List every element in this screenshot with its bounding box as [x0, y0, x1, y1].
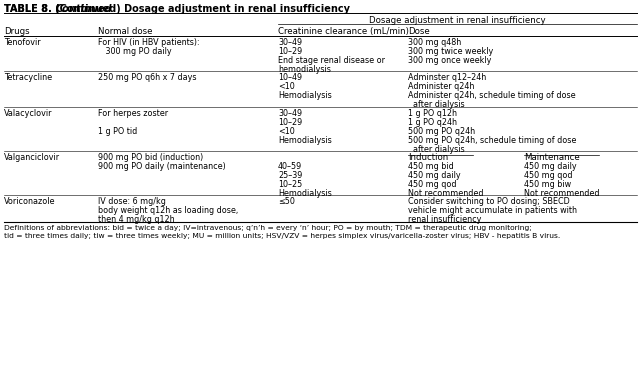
- Text: 900 mg PO daily (maintenance): 900 mg PO daily (maintenance): [98, 162, 226, 171]
- Text: 450 mg daily: 450 mg daily: [408, 171, 461, 180]
- Text: Consider switching to PO dosing; SBECD: Consider switching to PO dosing; SBECD: [408, 197, 570, 206]
- Text: For HIV (in HBV patients):: For HIV (in HBV patients):: [98, 38, 199, 47]
- Text: 450 mg bid: 450 mg bid: [408, 162, 454, 171]
- Text: Maintenance: Maintenance: [524, 153, 579, 162]
- Text: 10–29: 10–29: [278, 47, 303, 56]
- Text: Tenofovir: Tenofovir: [4, 38, 40, 47]
- Text: Administer q24h: Administer q24h: [408, 82, 474, 91]
- Text: <10: <10: [278, 82, 295, 91]
- Text: 900 mg PO bid (induction): 900 mg PO bid (induction): [98, 153, 203, 162]
- Text: 450 mg daily: 450 mg daily: [524, 162, 577, 171]
- Text: Tetracycline: Tetracycline: [4, 73, 52, 82]
- Text: then 4 mg/kg q12h: then 4 mg/kg q12h: [98, 215, 174, 224]
- Text: 300 mg twice weekly: 300 mg twice weekly: [408, 47, 494, 56]
- Text: 300 mg q48h: 300 mg q48h: [408, 38, 462, 47]
- Text: Dosage adjustment in renal insufficiency: Dosage adjustment in renal insufficiency: [369, 16, 546, 25]
- Text: body weight q12h as loading dose,: body weight q12h as loading dose,: [98, 206, 238, 215]
- Text: after dialysis: after dialysis: [408, 145, 465, 154]
- Text: Normal dose: Normal dose: [98, 27, 153, 36]
- Text: TABLE 8. (​Continued​) Dosage adjustment in renal insufficiency: TABLE 8. (​Continued​) Dosage adjustment…: [4, 4, 350, 14]
- Text: Hemodialysis: Hemodialysis: [278, 91, 332, 100]
- Text: ≤50: ≤50: [278, 197, 295, 206]
- Text: Voriconazole: Voriconazole: [4, 197, 56, 206]
- Text: Valganciclovir: Valganciclovir: [4, 153, 60, 162]
- Text: Not recommended: Not recommended: [408, 189, 483, 198]
- Text: 10–29: 10–29: [278, 118, 303, 126]
- Text: Continued: Continued: [56, 4, 113, 14]
- Text: 40–59: 40–59: [278, 162, 303, 171]
- Text: Hemodialysis: Hemodialysis: [278, 189, 332, 198]
- Text: Induction: Induction: [408, 153, 448, 162]
- Text: 450 mg biw: 450 mg biw: [524, 180, 571, 189]
- Text: after dialysis: after dialysis: [408, 100, 465, 109]
- Text: <10: <10: [278, 126, 295, 135]
- Text: 300 mg once weekly: 300 mg once weekly: [408, 56, 492, 65]
- Text: Valacyclovir: Valacyclovir: [4, 109, 53, 118]
- Text: IV dose: 6 mg/kg: IV dose: 6 mg/kg: [98, 197, 166, 206]
- Text: 300 mg PO daily: 300 mg PO daily: [98, 47, 172, 56]
- Text: tid = three times daily; tiw = three times weekly; MU = million units; HSV/VZV =: tid = three times daily; tiw = three tim…: [4, 233, 560, 239]
- Text: Definitions of abbreviations: bid = twice a day; IV=intravenous; q’n’h = every ‘: Definitions of abbreviations: bid = twic…: [4, 225, 532, 231]
- Text: Not recommended: Not recommended: [524, 189, 599, 198]
- Text: vehicle might accumulate in patients with: vehicle might accumulate in patients wit…: [408, 206, 577, 215]
- Text: 1 g PO q24h: 1 g PO q24h: [408, 118, 457, 126]
- Text: 500 mg PO q24h: 500 mg PO q24h: [408, 126, 475, 135]
- Text: End stage renal disease or: End stage renal disease or: [278, 56, 385, 65]
- Text: hemodialysis: hemodialysis: [278, 65, 331, 74]
- Text: 450 mg qod: 450 mg qod: [408, 180, 456, 189]
- Text: 25–39: 25–39: [278, 171, 303, 180]
- Text: Dose: Dose: [408, 27, 429, 36]
- Text: 30–49: 30–49: [278, 38, 302, 47]
- Text: Hemodialysis: Hemodialysis: [278, 135, 332, 145]
- Text: 10–49: 10–49: [278, 73, 302, 82]
- Text: Creatinine clearance (mL/min): Creatinine clearance (mL/min): [278, 27, 409, 36]
- Text: 450 mg qod: 450 mg qod: [524, 171, 572, 180]
- Text: Administer q24h, schedule timing of dose: Administer q24h, schedule timing of dose: [408, 91, 576, 100]
- Text: TABLE 8. (: TABLE 8. (: [4, 4, 60, 14]
- Text: Adminster q12–24h: Adminster q12–24h: [408, 73, 487, 82]
- Text: renal insufficiency: renal insufficiency: [408, 215, 481, 224]
- Text: 500 mg PO q24h, schedule timing of dose: 500 mg PO q24h, schedule timing of dose: [408, 135, 576, 145]
- Text: For herpes zoster: For herpes zoster: [98, 109, 168, 118]
- Text: 250 mg PO q6h x 7 days: 250 mg PO q6h x 7 days: [98, 73, 197, 82]
- Text: 1 g PO tid: 1 g PO tid: [98, 126, 137, 135]
- Text: 10–25: 10–25: [278, 180, 303, 189]
- Text: Drugs: Drugs: [4, 27, 29, 36]
- Text: 30–49: 30–49: [278, 109, 302, 118]
- Text: 1 g PO q12h: 1 g PO q12h: [408, 109, 457, 118]
